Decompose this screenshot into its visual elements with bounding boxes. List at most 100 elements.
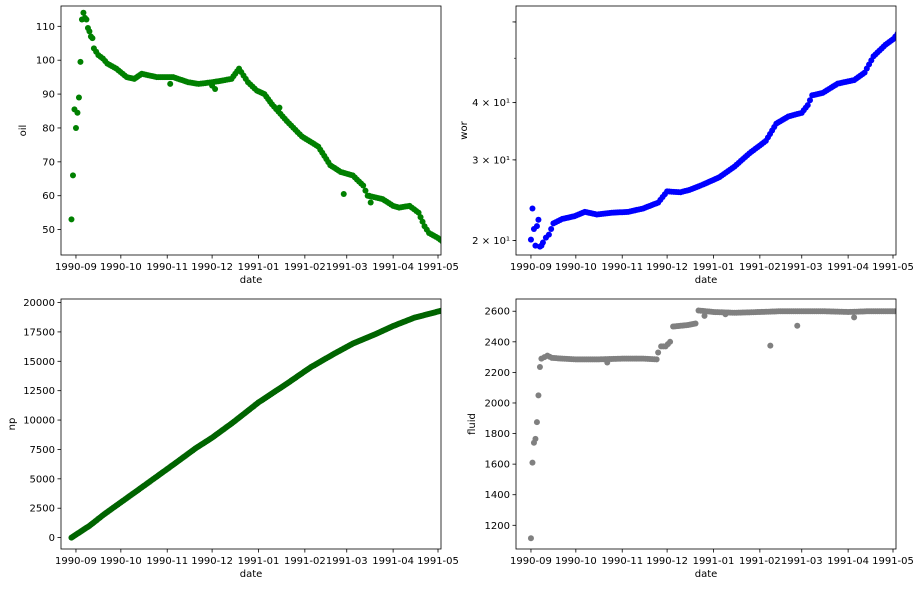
x-tick-label: 1990-11 <box>146 262 188 273</box>
x-tick-label: 1991-05 <box>872 262 914 273</box>
data-point <box>340 191 347 198</box>
y-tick-label: 2400 <box>485 337 510 348</box>
x-tick-label: 1991-04 <box>827 556 869 567</box>
y-axis-label: np <box>7 418 18 431</box>
x-tick-label: 1990-12 <box>191 556 233 567</box>
y-tick-label: 1200 <box>485 521 510 532</box>
x-tick-label: 1990-10 <box>555 262 597 273</box>
data-point <box>529 205 536 212</box>
scatter-series-wor <box>527 31 896 250</box>
x-tick-label: 1991-04 <box>372 556 414 567</box>
data-point <box>367 199 374 206</box>
x-tick-label: 1990-09 <box>55 262 97 273</box>
data-point <box>806 97 813 104</box>
x-tick-label: 1991-02 <box>739 556 781 567</box>
data-point <box>360 182 367 189</box>
data-point <box>653 356 660 363</box>
x-tick-label: 1990-10 <box>100 556 142 567</box>
data-point <box>366 192 373 199</box>
y-tick-label: 15000 <box>23 357 55 368</box>
x-tick-label: 1991-01 <box>693 262 735 273</box>
x-tick-label: 1991-01 <box>238 556 280 567</box>
y-tick-label: 17500 <box>23 327 55 338</box>
data-point <box>69 172 76 179</box>
y-tick-label: 12500 <box>23 386 55 397</box>
x-tick-label: 1991-05 <box>417 262 459 273</box>
x-axis-label: date <box>240 569 263 580</box>
subplot-fluid: 1990-09 1990-10 1990-11 1990-12 1991-01 1991-… <box>467 298 914 580</box>
subplot-oil: 1990-09 1990-10 1990-11 1990-12 1991-01 1991-… <box>18 5 459 286</box>
y-tick-label: 1800 <box>485 429 510 440</box>
data-point <box>209 82 216 89</box>
x-tick-label: 1991-05 <box>872 556 914 567</box>
data-point <box>536 364 543 371</box>
y-tick-label: 4 × 10¹ <box>472 98 510 109</box>
x-tick-label: 1990-12 <box>646 262 688 273</box>
x-axis-label: date <box>240 275 263 286</box>
y-tick-label: 2600 <box>485 307 510 318</box>
x-tick-label: 1991-02 <box>284 556 326 567</box>
data-point <box>276 104 283 111</box>
data-point <box>75 94 82 101</box>
y-tick-label: 7500 <box>30 445 55 456</box>
x-tick-label: 1990-10 <box>100 262 142 273</box>
y-tick-label: 3 × 10¹ <box>472 155 510 166</box>
y-tick-label: 5000 <box>30 474 55 485</box>
data-point <box>527 535 534 542</box>
x-tick-label: 1990-10 <box>555 556 597 567</box>
data-point <box>851 314 858 321</box>
plot-frame <box>60 298 442 550</box>
data-point <box>767 342 774 349</box>
data-point <box>532 435 539 442</box>
x-tick-label: 1991-03 <box>781 556 823 567</box>
subplot-wor: 1990-09 1990-10 1990-11 1990-12 1991-01 1991-… <box>459 5 914 286</box>
data-point <box>362 187 369 194</box>
data-point <box>80 9 87 16</box>
plot-frame <box>60 5 442 256</box>
x-tick-label: 1990-12 <box>646 556 688 567</box>
scatter-series-np <box>68 307 441 541</box>
x-tick-label: 1991-02 <box>284 262 326 273</box>
data-point <box>527 236 534 243</box>
y-axis-label: oil <box>18 125 29 137</box>
y-tick-label: 0 <box>49 533 55 544</box>
data-point <box>68 216 75 223</box>
x-tick-label: 1990-11 <box>146 556 188 567</box>
x-tick-label: 1991-03 <box>781 262 823 273</box>
x-tick-label: 1990-09 <box>510 556 552 567</box>
data-point <box>89 35 96 42</box>
y-tick-label: 2500 <box>30 504 55 515</box>
x-tick-label: 1991-03 <box>326 262 368 273</box>
x-tick-label: 1991-04 <box>827 262 869 273</box>
scatter-series-oil <box>68 9 441 245</box>
x-tick-label: 1991-02 <box>739 262 781 273</box>
y-tick-label: 2200 <box>485 368 510 379</box>
data-point <box>722 311 729 318</box>
data-point <box>419 218 426 225</box>
x-tick-label: 1991-05 <box>417 556 459 567</box>
y-tick-label: 50 <box>42 225 55 236</box>
data-point <box>804 102 811 109</box>
x-axis-label: date <box>695 569 718 580</box>
data-point <box>701 312 708 319</box>
data-point <box>417 214 424 221</box>
x-tick-label: 1991-01 <box>693 556 735 567</box>
x-tick-label: 1991-03 <box>326 556 368 567</box>
y-tick-label: 60 <box>42 191 55 202</box>
y-tick-label: 110 <box>36 22 55 33</box>
y-tick-label: 2000 <box>485 398 510 409</box>
data-point <box>548 226 555 233</box>
y-tick-label: 20000 <box>23 298 55 309</box>
data-point <box>545 231 552 238</box>
data-point <box>655 349 662 356</box>
x-axis-label: date <box>695 275 718 286</box>
plot-frame <box>515 5 897 256</box>
x-tick-label: 1990-11 <box>601 556 643 567</box>
data-point <box>604 359 611 366</box>
x-tick-label: 1991-04 <box>372 262 414 273</box>
data-point <box>893 308 896 315</box>
data-point <box>533 419 540 426</box>
y-tick-label: 70 <box>42 157 55 168</box>
data-point <box>539 239 546 246</box>
